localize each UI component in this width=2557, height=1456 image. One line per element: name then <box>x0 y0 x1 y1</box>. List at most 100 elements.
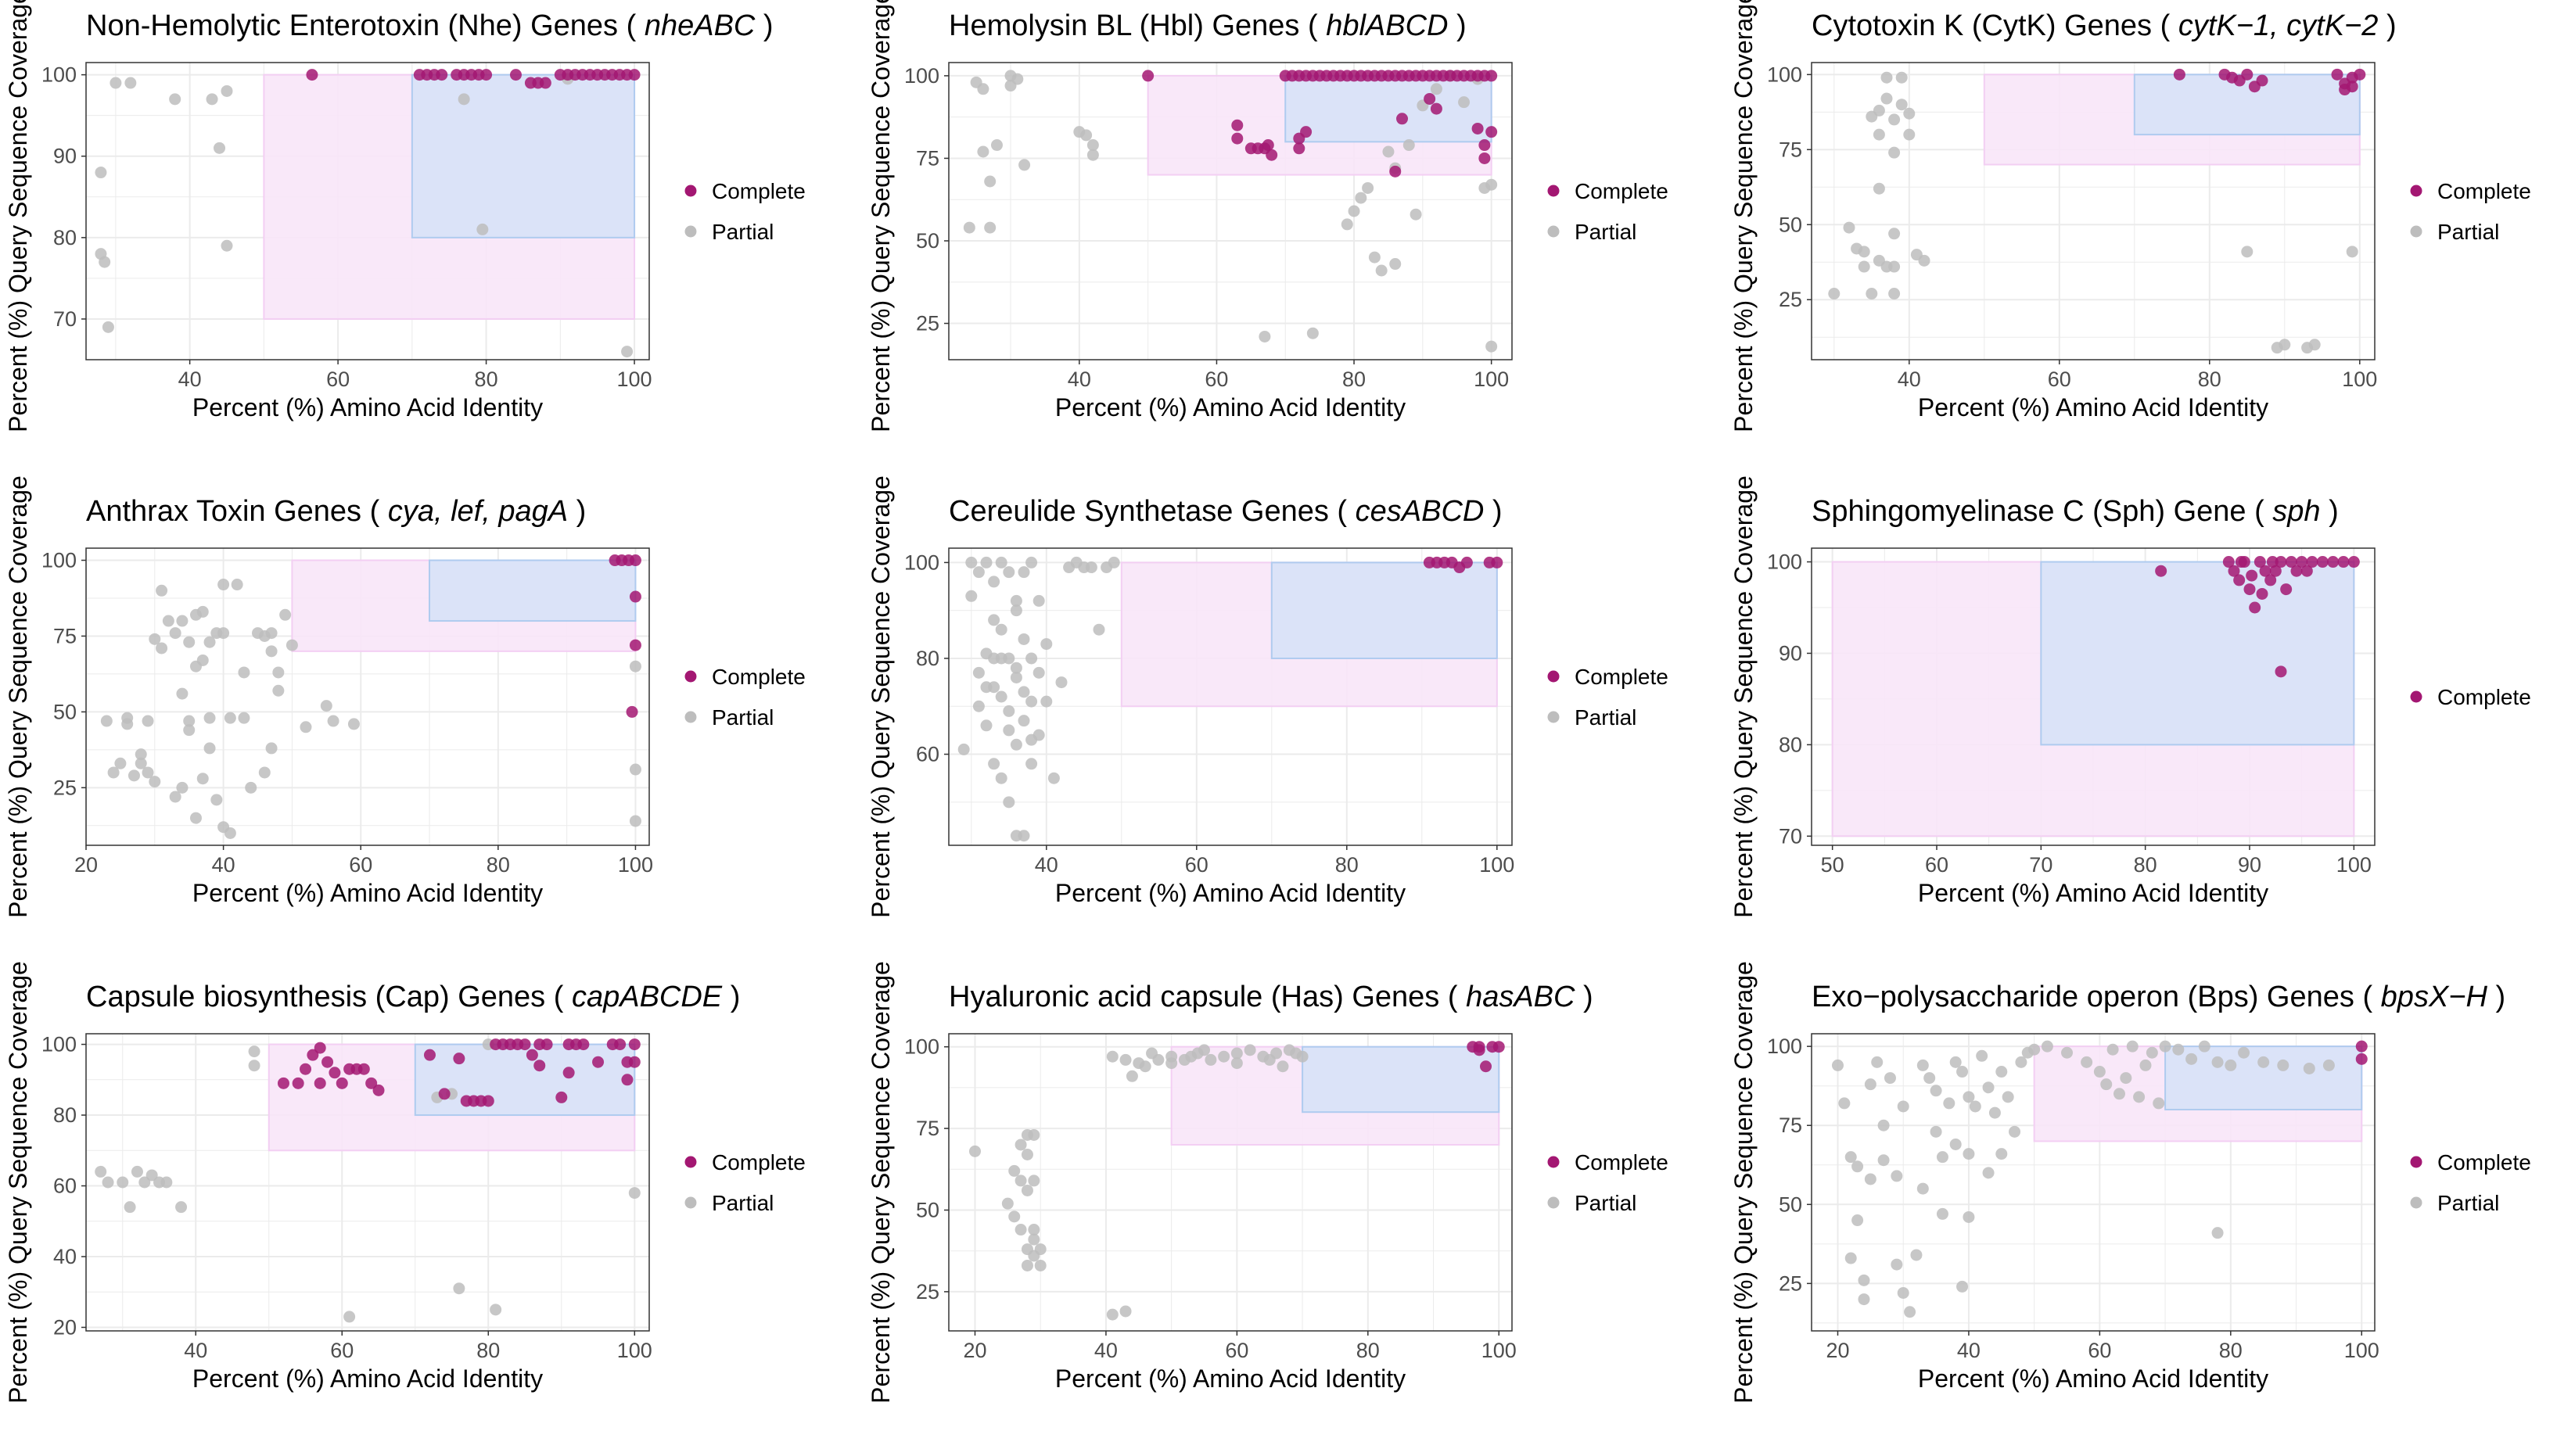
threshold-regions <box>1170 1045 1500 1146</box>
y-tick-label: 100 <box>904 64 939 88</box>
point-partial <box>1025 695 1038 708</box>
chart-title: Sphingomyelinase C (Sph) Gene ( sph ) <box>1812 495 2339 528</box>
y-tick-label: 100 <box>1767 1035 1802 1058</box>
point-partial <box>169 93 181 106</box>
blue-threshold-region <box>411 74 636 238</box>
point-partial <box>1858 1274 1870 1286</box>
legend-key-complete <box>684 185 697 197</box>
y-tick-label: 90 <box>1779 641 1802 665</box>
plot-border <box>948 547 1513 846</box>
point-partial <box>1198 1044 1211 1056</box>
point-complete <box>1430 102 1442 115</box>
point-complete <box>1396 113 1409 125</box>
point-partial <box>265 742 278 755</box>
data-points <box>95 69 641 358</box>
point-complete <box>2296 556 2308 568</box>
point-partial <box>124 1201 136 1214</box>
point-partial <box>1126 1070 1138 1082</box>
data-points <box>1831 1040 2368 1318</box>
point-partial <box>977 145 989 158</box>
point-partial <box>1355 192 1367 204</box>
point-partial <box>977 83 989 95</box>
point-partial <box>1891 1170 1903 1182</box>
point-partial <box>279 608 292 621</box>
x-tick-label: 100 <box>1481 1339 1517 1362</box>
x-tick-label: 100 <box>2344 1339 2379 1362</box>
point-complete <box>1492 1041 1505 1053</box>
y-tick-label: 75 <box>1779 138 1802 161</box>
point-partial <box>1903 107 1916 120</box>
point-partial <box>176 615 189 627</box>
y-tick-label: 100 <box>41 1033 77 1056</box>
point-partial <box>142 715 154 727</box>
x-tick-label: 70 <box>2029 853 2052 877</box>
y-tick-label: 80 <box>53 226 77 249</box>
point-partial <box>1230 1047 1243 1060</box>
point-partial <box>149 633 161 645</box>
point-partial <box>1025 652 1038 665</box>
point-partial <box>628 1187 641 1200</box>
chart-title-text: Hemolysin BL (Hbl) Genes ( <box>949 9 1326 42</box>
point-partial <box>2139 1059 2152 1071</box>
y-tick-label: 100 <box>41 63 77 87</box>
point-complete <box>314 1042 326 1054</box>
x-tick-label: 80 <box>2198 368 2221 391</box>
x-tick-label: 80 <box>487 853 510 877</box>
legend-label-complete: Complete <box>712 179 806 203</box>
point-complete <box>2355 1040 2368 1053</box>
x-tick-label: 40 <box>1035 853 1058 877</box>
legend: Complete Partial <box>684 665 806 730</box>
point-partial <box>1018 159 1031 171</box>
point-partial <box>189 812 202 824</box>
point-partial <box>214 142 226 154</box>
chart-panel-7: Capsule biosynthesis (Cap) Genes ( capAB… <box>0 961 860 1456</box>
point-partial <box>995 556 1007 568</box>
point-partial <box>988 758 1000 770</box>
point-partial <box>1218 1050 1230 1063</box>
legend-key-complete <box>2410 1156 2422 1168</box>
x-tick-label: 100 <box>2342 368 2377 391</box>
x-axis-label: Percent (%) Amino Acid Identity <box>1918 879 2268 907</box>
x-tick-label: 100 <box>1474 368 1509 391</box>
chart-panel-6: Sphingomyelinase C (Sph) Gene ( sph ) 50 6… <box>1726 475 2557 970</box>
point-partial <box>99 256 111 268</box>
point-partial <box>347 718 360 730</box>
point-partial <box>224 712 236 724</box>
point-partial <box>1888 260 1901 273</box>
point-partial <box>1864 1078 1876 1091</box>
point-complete <box>1478 139 1491 152</box>
point-partial <box>1430 83 1442 95</box>
point-partial <box>1382 145 1395 158</box>
point-partial <box>1015 1139 1027 1151</box>
data-points <box>100 554 641 839</box>
point-partial <box>210 794 223 806</box>
plot-border <box>948 62 1513 360</box>
legend-key-complete <box>684 1156 697 1168</box>
point-partial <box>1018 686 1030 698</box>
y-tick-label: 100 <box>1767 63 1802 86</box>
point-partial <box>1995 1066 2008 1078</box>
x-axis-label: Percent (%) Amino Acid Identity <box>192 1365 543 1393</box>
point-complete <box>2337 556 2350 568</box>
point-complete <box>2354 68 2366 81</box>
point-partial <box>621 346 634 358</box>
chart-title: Hyaluronic acid capsule (Has) Genes ( ha… <box>949 981 1593 1013</box>
point-complete <box>372 1084 385 1096</box>
point-partial <box>1375 264 1388 277</box>
point-partial <box>300 721 312 733</box>
data-points <box>1828 68 2366 354</box>
point-partial <box>1021 1184 1033 1196</box>
chart-title-end: ) <box>1575 981 1593 1013</box>
point-partial <box>162 615 174 627</box>
chart-svg-5: Cereulide Synthetase Genes ( cesABCD ) 40… <box>867 475 1668 918</box>
point-complete <box>2155 565 2167 577</box>
point-complete <box>562 1067 575 1079</box>
point-partial <box>1918 254 1930 267</box>
point-partial <box>1341 218 1353 231</box>
point-partial <box>1263 1053 1276 1066</box>
x-tick-label: 100 <box>617 368 652 391</box>
legend: Complete Partial <box>1547 1150 1668 1215</box>
point-complete <box>539 77 551 89</box>
point-partial <box>117 1176 129 1189</box>
point-partial <box>203 636 216 648</box>
